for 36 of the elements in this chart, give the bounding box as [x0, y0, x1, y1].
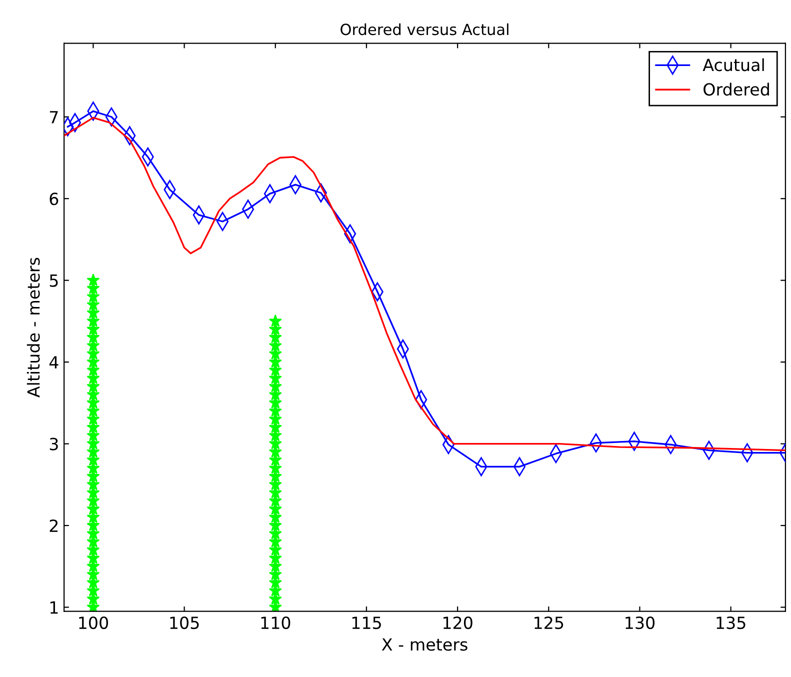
y-tick-label: 2	[50, 519, 58, 532]
x-tick-label: 120	[443, 616, 472, 630]
x-tick-label: 100	[79, 616, 108, 630]
point	[86, 282, 100, 294]
point	[269, 568, 282, 580]
y-tick-label: 7	[50, 111, 58, 124]
point	[86, 592, 100, 604]
point	[86, 356, 100, 368]
point	[269, 519, 282, 531]
x-tick-label: 135	[716, 616, 746, 630]
y-tick-label: 4	[49, 356, 58, 368]
point	[269, 356, 282, 368]
point	[269, 544, 282, 556]
y-tick-label: 3	[50, 438, 58, 450]
x-axis-title: X - meters	[382, 638, 468, 651]
point	[86, 306, 100, 318]
point	[86, 274, 100, 286]
legend-label: Acutual	[702, 58, 764, 72]
point	[269, 314, 282, 327]
x-tick-label: 115	[352, 616, 381, 630]
x-tick-label: 125	[534, 616, 564, 630]
point	[269, 592, 282, 604]
x-tick-label: 105	[170, 616, 199, 630]
y-tick-label: 1	[50, 601, 58, 614]
point	[86, 544, 100, 556]
point	[86, 331, 100, 343]
y-tick-label: 6	[50, 192, 58, 206]
legend-label: Ordered	[704, 82, 769, 96]
x-tick-label: 110	[261, 616, 290, 630]
y-tick-label: 5	[50, 274, 58, 287]
x-tick-label: 130	[626, 616, 655, 630]
chart-title: Ordered versus Actual	[340, 23, 508, 36]
point	[86, 568, 100, 580]
y-axis-title: Altitude - meters	[26, 258, 40, 398]
point	[269, 331, 282, 343]
point	[86, 519, 100, 531]
